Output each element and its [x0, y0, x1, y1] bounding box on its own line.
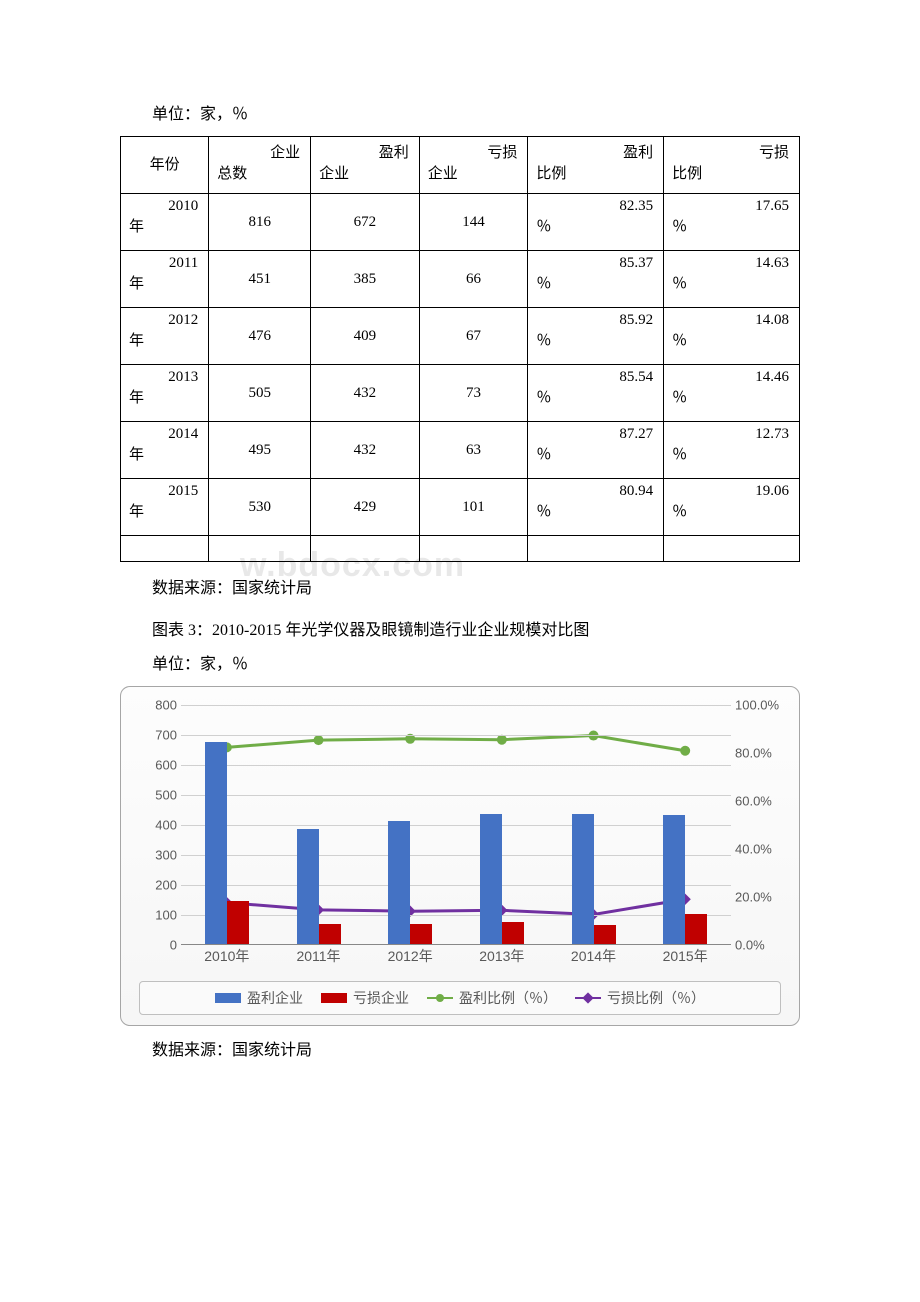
table-row: 2011年4513856685.37％14.63％	[121, 251, 800, 308]
x-label: 2013年	[479, 946, 524, 966]
table-row: 2014年4954326387.27％12.73％	[121, 422, 800, 479]
plot-area: 2010年2011年2012年2013年2014年2015年	[181, 705, 731, 945]
legend-label: 盈利企业	[247, 988, 303, 1008]
chart-unit-label: 单位：家，％	[120, 650, 800, 674]
y-right-label: 100.0%	[735, 698, 787, 713]
y-left-label: 800	[141, 698, 177, 713]
bar-loss	[685, 914, 707, 944]
source-line-2: 数据来源：国家统计局	[120, 1036, 800, 1060]
gridline	[181, 825, 731, 826]
y-right-label: 60.0%	[735, 794, 787, 809]
table-empty-row	[121, 536, 800, 562]
gridline	[181, 765, 731, 766]
legend-swatch	[575, 997, 601, 999]
y-left-label: 200	[141, 878, 177, 893]
gridline	[181, 705, 731, 706]
y-left-label: 0	[141, 938, 177, 953]
bar-profit	[663, 815, 685, 944]
bar-profit	[388, 821, 410, 944]
y-left-label: 100	[141, 908, 177, 923]
y-left-label: 600	[141, 758, 177, 773]
y-left-label: 400	[141, 818, 177, 833]
legend-item: 盈利比例（％）	[427, 988, 557, 1008]
y-left-label: 500	[141, 788, 177, 803]
x-label: 2012年	[388, 946, 433, 966]
bar-profit	[480, 814, 502, 944]
legend-label: 亏损企业	[353, 988, 409, 1008]
bar-profit	[297, 829, 319, 945]
gridline	[181, 735, 731, 736]
y-right-label: 20.0%	[735, 890, 787, 905]
chart-title: 图表 3：2010-2015 年光学仪器及眼镜制造行业企业规模对比图	[120, 616, 800, 640]
legend-item: 亏损企业	[321, 988, 409, 1008]
bar-loss	[594, 925, 616, 944]
x-label: 2010年	[204, 946, 249, 966]
bar-profit	[572, 814, 594, 944]
legend-swatch	[215, 993, 241, 1003]
bar-loss	[227, 901, 249, 944]
y-right-label: 0.0%	[735, 938, 787, 953]
source-line-1: 数据来源：国家统计局	[120, 574, 800, 598]
x-label: 2011年	[296, 946, 340, 966]
legend-swatch	[321, 993, 347, 1003]
line-series	[227, 736, 685, 751]
y-left-label: 700	[141, 728, 177, 743]
data-table: 年份企业总数盈利企业亏损企业盈利比例亏损比例2010年81667214482.3…	[120, 136, 800, 562]
line-marker	[680, 746, 690, 756]
bar-profit	[205, 742, 227, 944]
bar-loss	[410, 924, 432, 944]
legend-item: 亏损比例（％）	[575, 988, 705, 1008]
legend-item: 盈利企业	[215, 988, 303, 1008]
legend-swatch	[427, 997, 453, 999]
x-label: 2015年	[663, 946, 708, 966]
chart: 2010年2011年2012年2013年2014年2015年 盈利企业亏损企业盈…	[120, 686, 800, 1026]
y-right-label: 40.0%	[735, 842, 787, 857]
line-marker	[314, 735, 324, 745]
y-right-label: 80.0%	[735, 746, 787, 761]
table-header-row: 年份企业总数盈利企业亏损企业盈利比例亏损比例	[121, 137, 800, 194]
unit-label: 单位：家，％	[120, 100, 800, 124]
legend-label: 盈利比例（％）	[459, 988, 557, 1008]
gridline	[181, 885, 731, 886]
table-row: 2015年53042910180.94％19.06％	[121, 479, 800, 536]
line-marker	[497, 735, 507, 745]
y-left-label: 300	[141, 848, 177, 863]
table-row: 2010年81667214482.35％17.65％	[121, 194, 800, 251]
legend: 盈利企业 亏损企业 盈利比例（％） 亏损比例（％）	[139, 981, 781, 1015]
gridline	[181, 795, 731, 796]
bar-loss	[319, 924, 341, 944]
bar-loss	[502, 922, 524, 944]
gridline	[181, 915, 731, 916]
gridline	[181, 855, 731, 856]
table-row: 2013年5054327385.54％14.46％	[121, 365, 800, 422]
table-row: 2012年4764096785.92％14.08％	[121, 308, 800, 365]
legend-label: 亏损比例（％）	[607, 988, 705, 1008]
x-label: 2014年	[571, 946, 616, 966]
